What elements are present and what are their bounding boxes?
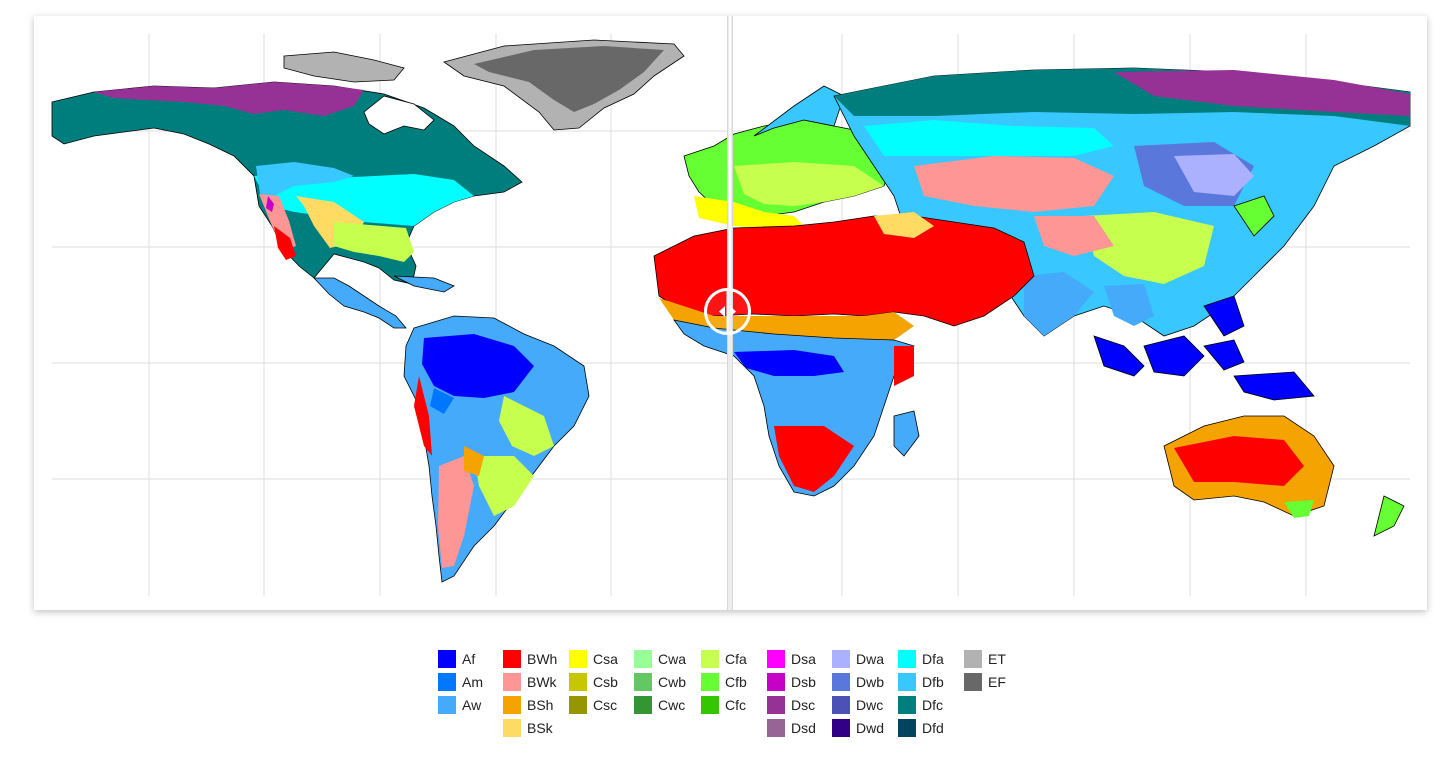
legend-label: Am <box>462 674 483 690</box>
legend-swatch <box>767 696 785 714</box>
legend-label: Csb <box>593 674 618 690</box>
legend-swatch <box>503 696 521 714</box>
southeast-asia <box>1093 295 1315 401</box>
legend-label: Dsb <box>791 674 816 690</box>
legend-label: Cwc <box>658 697 686 713</box>
legend-label: Dsc <box>791 697 816 713</box>
legend-swatch <box>503 650 521 668</box>
legend-swatch <box>503 673 521 691</box>
legend-label: Dwb <box>856 674 885 690</box>
south-america <box>403 315 590 583</box>
legend-label: BSh <box>527 697 554 713</box>
map-viewer <box>34 16 1427 610</box>
legend-label: Dsd <box>791 720 816 736</box>
legend-swatch <box>832 673 850 691</box>
legend-swatch <box>964 673 982 691</box>
legend-swatch <box>898 650 916 668</box>
legend-swatch <box>832 696 850 714</box>
legend-label: Cfb <box>725 674 747 690</box>
legend-swatch <box>569 673 587 691</box>
legend-swatch <box>438 696 456 714</box>
legend-label: Dwd <box>856 720 885 736</box>
legend-swatch <box>767 673 785 691</box>
legend-swatch <box>832 719 850 737</box>
legend-label: Dfc <box>922 697 943 713</box>
legend-label: Dfb <box>922 674 944 690</box>
legend-label: Csc <box>593 697 618 713</box>
sahara-arabia <box>653 212 1035 340</box>
legend-swatch <box>898 719 916 737</box>
legend-label: BWh <box>527 651 558 667</box>
legend-label: Aw <box>462 697 482 713</box>
legend-label: EF <box>988 674 1006 690</box>
legend-swatch <box>767 719 785 737</box>
europe <box>683 85 895 230</box>
legend-swatch <box>634 650 652 668</box>
legend-label: Dwa <box>856 651 885 667</box>
legend-swatch <box>503 719 521 737</box>
compare-slider-handle[interactable] <box>704 288 751 335</box>
legend-swatch <box>569 696 587 714</box>
new-zealand <box>1373 495 1405 537</box>
legend-label: Af <box>462 651 476 667</box>
climate-legend: Af Am Aw BWh BWk BSh BSk Csa Csb Csc Cwa Cwb Cwc Cfa C… <box>438 650 1038 750</box>
legend-swatch <box>898 696 916 714</box>
legend-swatch <box>701 673 719 691</box>
australia <box>1163 415 1335 518</box>
legend-label: Cwa <box>658 651 687 667</box>
legend-label: Cwb <box>658 674 687 690</box>
legend-label: Csa <box>593 651 618 667</box>
legend-swatch <box>569 650 587 668</box>
greenland <box>443 39 685 131</box>
legend-label: ET <box>988 651 1006 667</box>
legend-swatch <box>898 673 916 691</box>
legend-swatch <box>832 650 850 668</box>
legend-swatch <box>701 650 719 668</box>
legend-swatch <box>701 696 719 714</box>
central-america <box>313 275 455 329</box>
africa-south <box>673 319 920 497</box>
legend-label: BSk <box>527 720 553 736</box>
legend-swatch <box>438 650 456 668</box>
legend-label: Dfa <box>922 651 944 667</box>
legend-label: Dfd <box>922 720 944 736</box>
legend-label: Cfa <box>725 651 747 667</box>
legend-swatch <box>964 650 982 668</box>
legend-swatch <box>767 650 785 668</box>
legend-label: Cfc <box>725 697 746 713</box>
asia <box>833 67 1411 337</box>
left-right-arrows-icon <box>719 291 736 332</box>
legend-swatch <box>438 673 456 691</box>
legend-swatch <box>634 673 652 691</box>
north-america <box>51 51 523 285</box>
legend-label: Dsa <box>791 651 816 667</box>
legend-swatch <box>634 696 652 714</box>
legend-label: Dwc <box>856 697 884 713</box>
legend-label: BWk <box>527 674 557 690</box>
